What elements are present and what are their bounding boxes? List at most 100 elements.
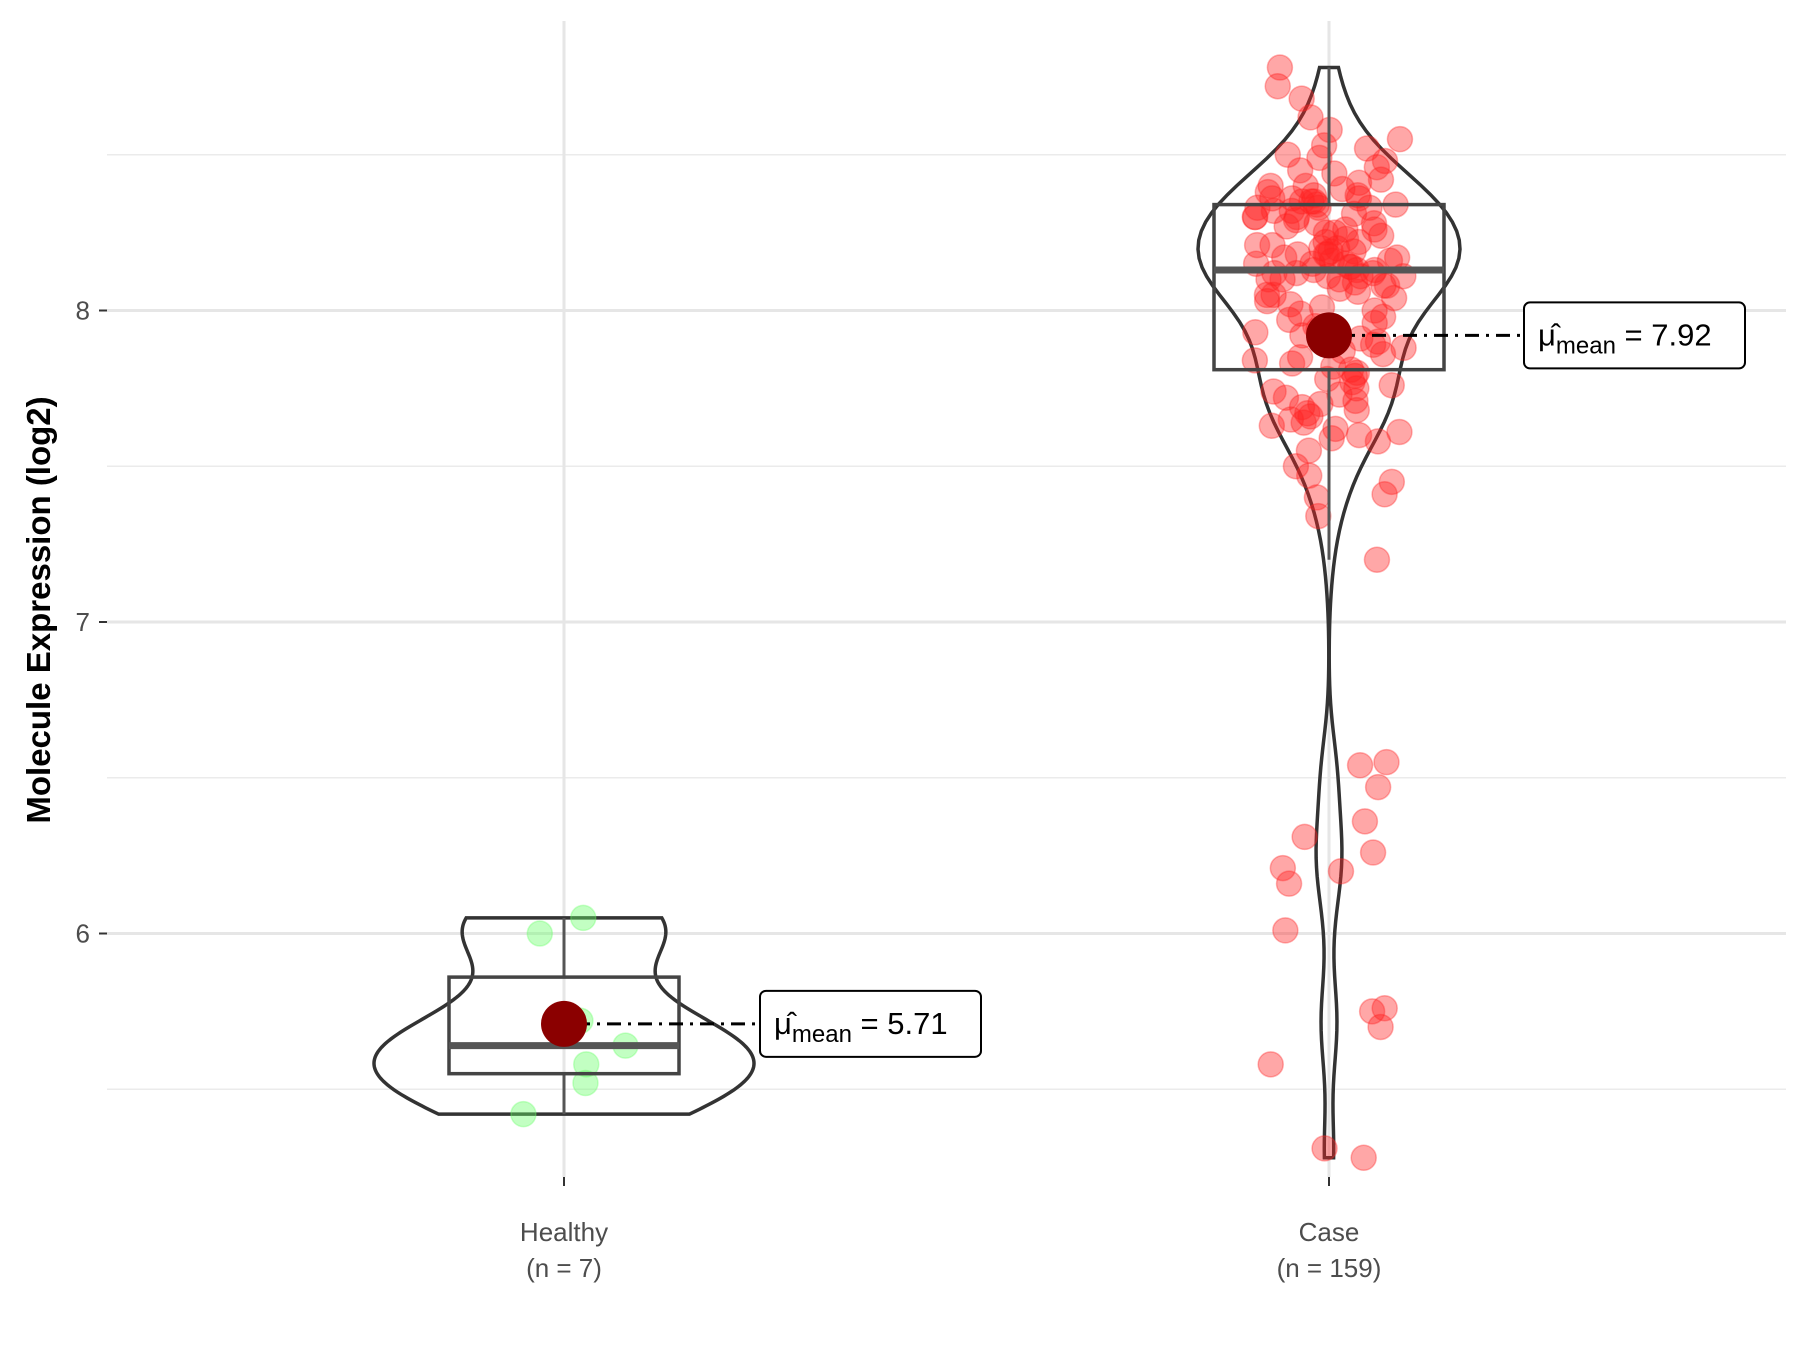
mean-value: = 7.92 [1616,317,1712,352]
data-point [1350,1144,1377,1172]
data-point [1380,284,1408,312]
mean-subscript: mean [1556,332,1616,359]
data-point [1307,390,1334,418]
data-point [1353,135,1381,162]
data-point [1288,188,1316,215]
data-point [1277,291,1304,318]
data-point [1291,823,1318,851]
data-point [1305,502,1332,530]
data-point [1266,54,1294,81]
data-point [1253,281,1281,309]
data-point [1378,372,1405,399]
data-point [1332,216,1359,243]
data-point [1260,281,1287,309]
data-point [1300,181,1328,209]
data-point [569,904,597,932]
data-point [1361,297,1388,324]
data-point [526,920,554,947]
data-point [1327,857,1355,885]
data-point [1295,462,1323,489]
data-point [1371,147,1399,175]
data-point [1282,453,1310,480]
data-point [1351,808,1379,835]
data-point [1358,998,1386,1025]
data-point [1312,228,1339,256]
data-point [1317,238,1344,265]
data-point [1332,225,1360,253]
data-point [1277,406,1305,433]
mean-label-box [759,989,982,1058]
data-point [1344,181,1371,209]
data-point [1313,365,1341,393]
data-point [1303,210,1330,237]
data-point [1257,1051,1284,1078]
x-tick-label: Healthy [520,1217,608,1247]
data-point [1292,172,1319,200]
data-point [1343,396,1371,424]
data-point [1272,384,1300,411]
data-point [1356,194,1383,221]
violin-case [1196,65,1462,1160]
mean-point [1306,312,1352,359]
data-point [1259,231,1286,259]
data-point [1386,418,1413,446]
data-point [1269,854,1297,882]
data-point [1386,125,1414,153]
box [1212,202,1446,372]
data-point [1373,748,1400,776]
data-point [1340,238,1367,265]
data-point [1359,839,1387,866]
data-point [1373,272,1401,299]
mean-label: μ̂mean = 5.71 [774,1006,948,1048]
data-point [1287,300,1314,327]
data-point [1260,378,1287,405]
data-point [1273,213,1300,240]
grid [107,21,1786,1177]
data-point [1342,387,1369,415]
data-point [1298,188,1325,215]
axes: 6 7 8 Healthy (n = 7) Case (n = 159) [76,296,1382,1284]
x-tick-count: (n = 7) [526,1253,602,1283]
data-point [1297,104,1324,131]
y-tick-label: 8 [76,296,90,326]
mean-value: = 5.71 [852,1006,948,1041]
data-point [1257,172,1284,200]
data-point [1359,331,1387,359]
data-point [1275,870,1303,897]
data-point [1259,185,1286,212]
data-point [572,1069,599,1097]
data-point [1290,409,1317,436]
data-point [1286,157,1314,184]
data-point [1343,375,1370,402]
data-point [1294,400,1321,427]
data-point [1369,303,1397,330]
data-point [1305,194,1332,221]
data-point [573,1051,600,1078]
y-tick-label: 6 [76,919,90,949]
data-point [1323,234,1351,262]
data-point [1242,319,1269,346]
data-point [1312,219,1340,246]
data-point [1326,275,1354,302]
data-point [1306,144,1333,172]
data-point [1308,234,1335,262]
data-point [1367,222,1395,249]
data-point [510,1100,537,1128]
data-point [1321,219,1348,246]
data-point [1371,995,1398,1022]
data-point [1345,421,1373,449]
mean-label-box [1523,301,1746,370]
box [447,975,681,1076]
data-point [1345,228,1373,256]
data-point [1244,194,1271,221]
data-point [1378,468,1406,496]
violins [372,65,1462,1160]
data-point [1367,1013,1394,1041]
mean-markers: μ̂mean = 5.71 μ̂mean = 7.92 [541,301,1746,1058]
data-point [1278,350,1306,377]
data-point [1272,917,1299,944]
mean-point [541,1000,587,1047]
data-point [1363,153,1391,181]
data-point [1367,166,1395,193]
data-point [1340,200,1368,228]
